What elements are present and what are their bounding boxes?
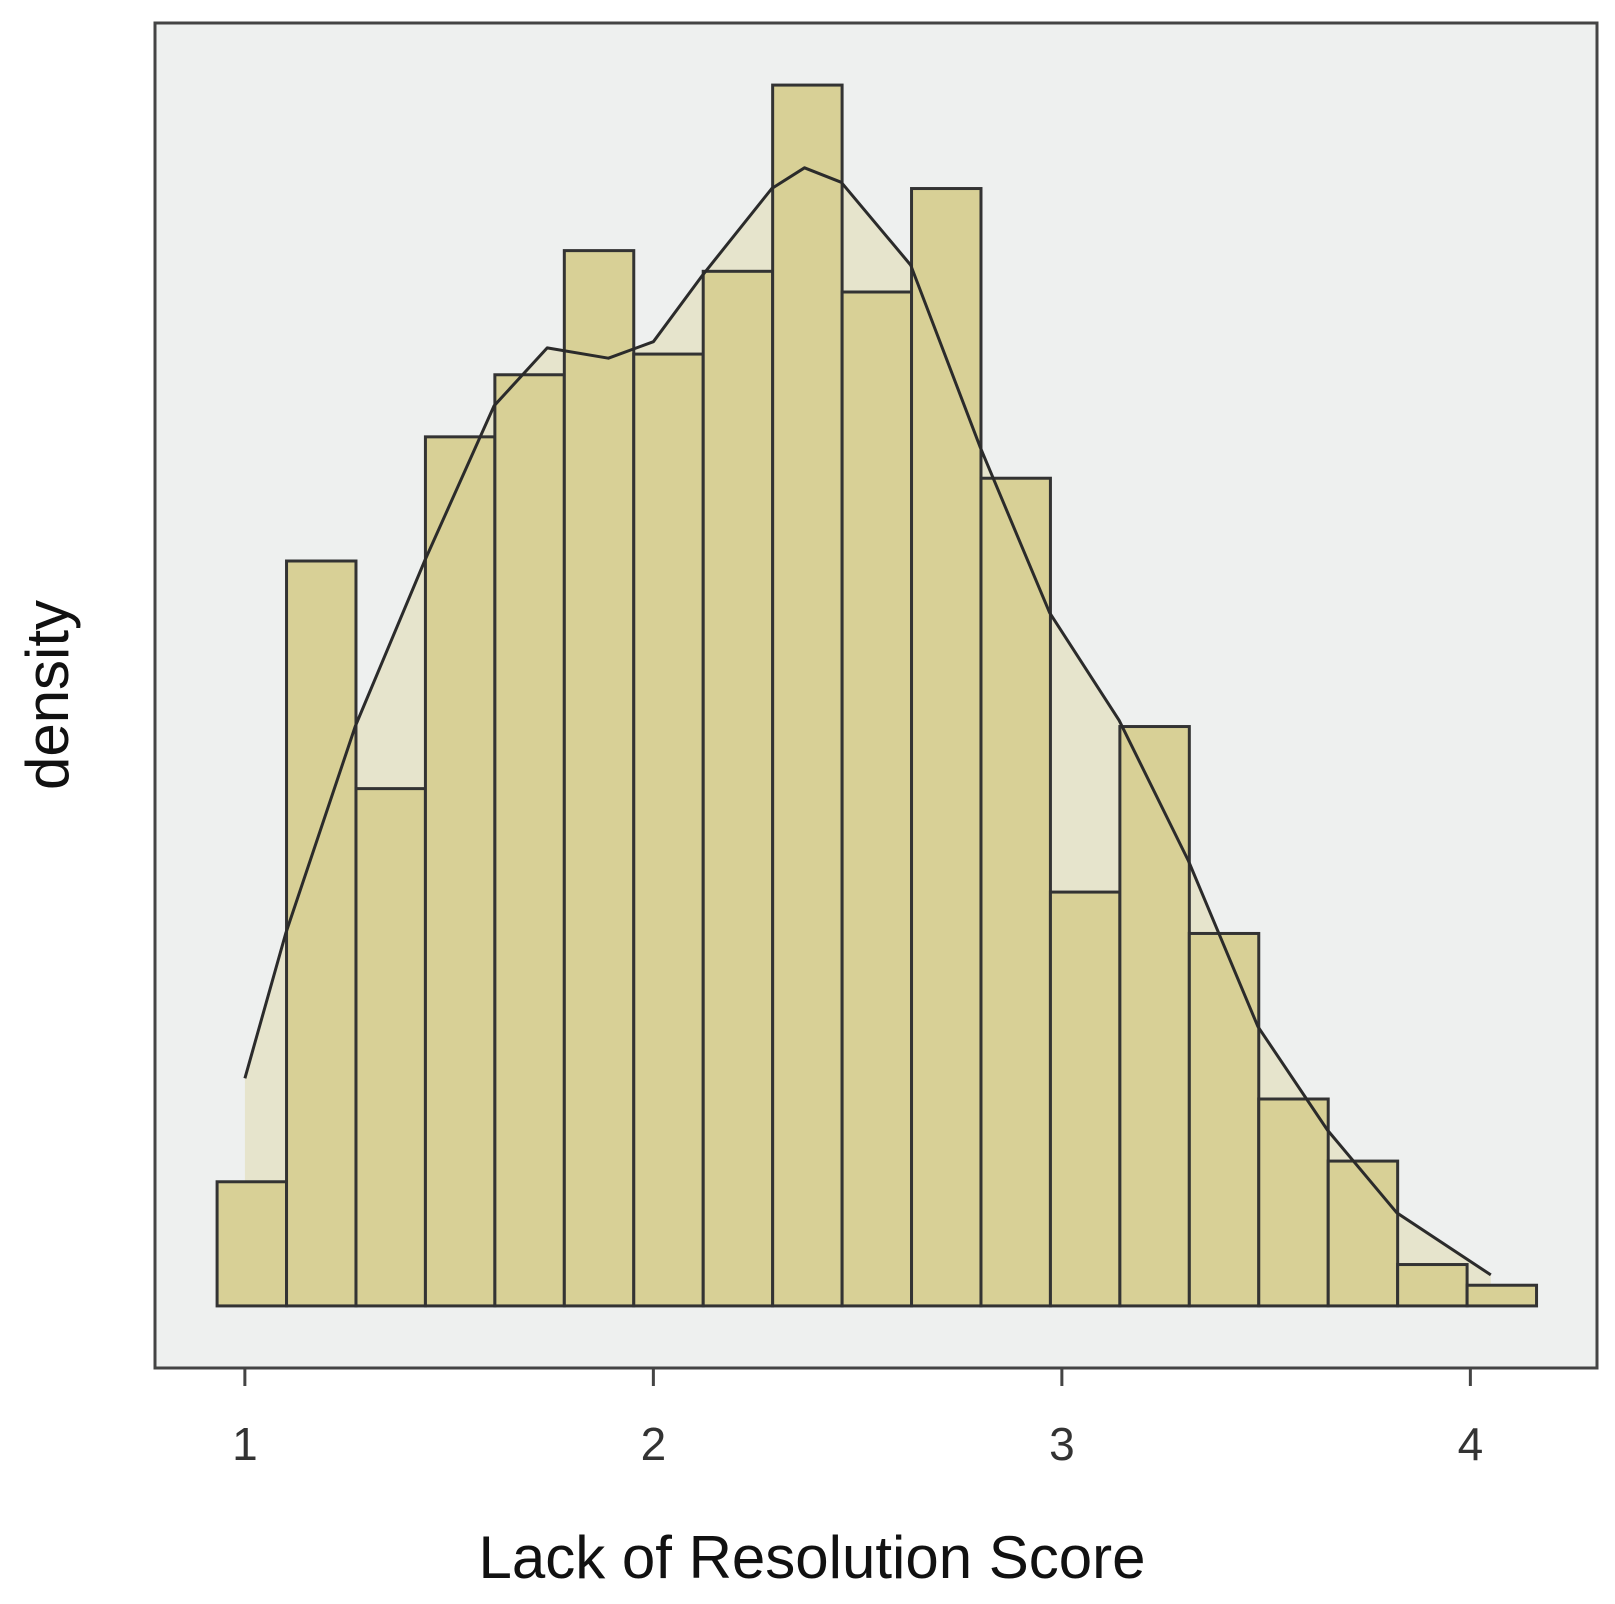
bar	[1118, 725, 1191, 1308]
bar	[1326, 1159, 1400, 1308]
bar	[493, 373, 566, 1308]
bar	[215, 1180, 289, 1308]
bar	[354, 787, 427, 1308]
x-tick-label: 4	[1458, 1418, 1484, 1470]
bar	[1465, 1283, 1539, 1308]
bar	[423, 435, 497, 1308]
y-axis-title: density	[14, 600, 81, 790]
x-axis-title: Lack of Resolution Score	[478, 1524, 1145, 1591]
bar	[632, 352, 705, 1308]
density-curve	[243, 166, 1492, 1277]
bar	[1187, 931, 1261, 1308]
x-tick-label: 3	[1049, 1418, 1075, 1470]
bar	[701, 269, 775, 1308]
marks	[215, 83, 1539, 1308]
x-tick-label: 1	[232, 1418, 258, 1470]
x-tick-label: 2	[641, 1418, 667, 1470]
bar	[1048, 890, 1122, 1308]
bar	[1396, 1263, 1469, 1308]
bar	[562, 249, 636, 1308]
bar	[771, 83, 844, 1308]
bar	[1257, 1097, 1330, 1308]
bar	[979, 476, 1052, 1308]
bar	[285, 559, 358, 1308]
bar	[910, 187, 983, 1308]
bar	[840, 290, 914, 1308]
